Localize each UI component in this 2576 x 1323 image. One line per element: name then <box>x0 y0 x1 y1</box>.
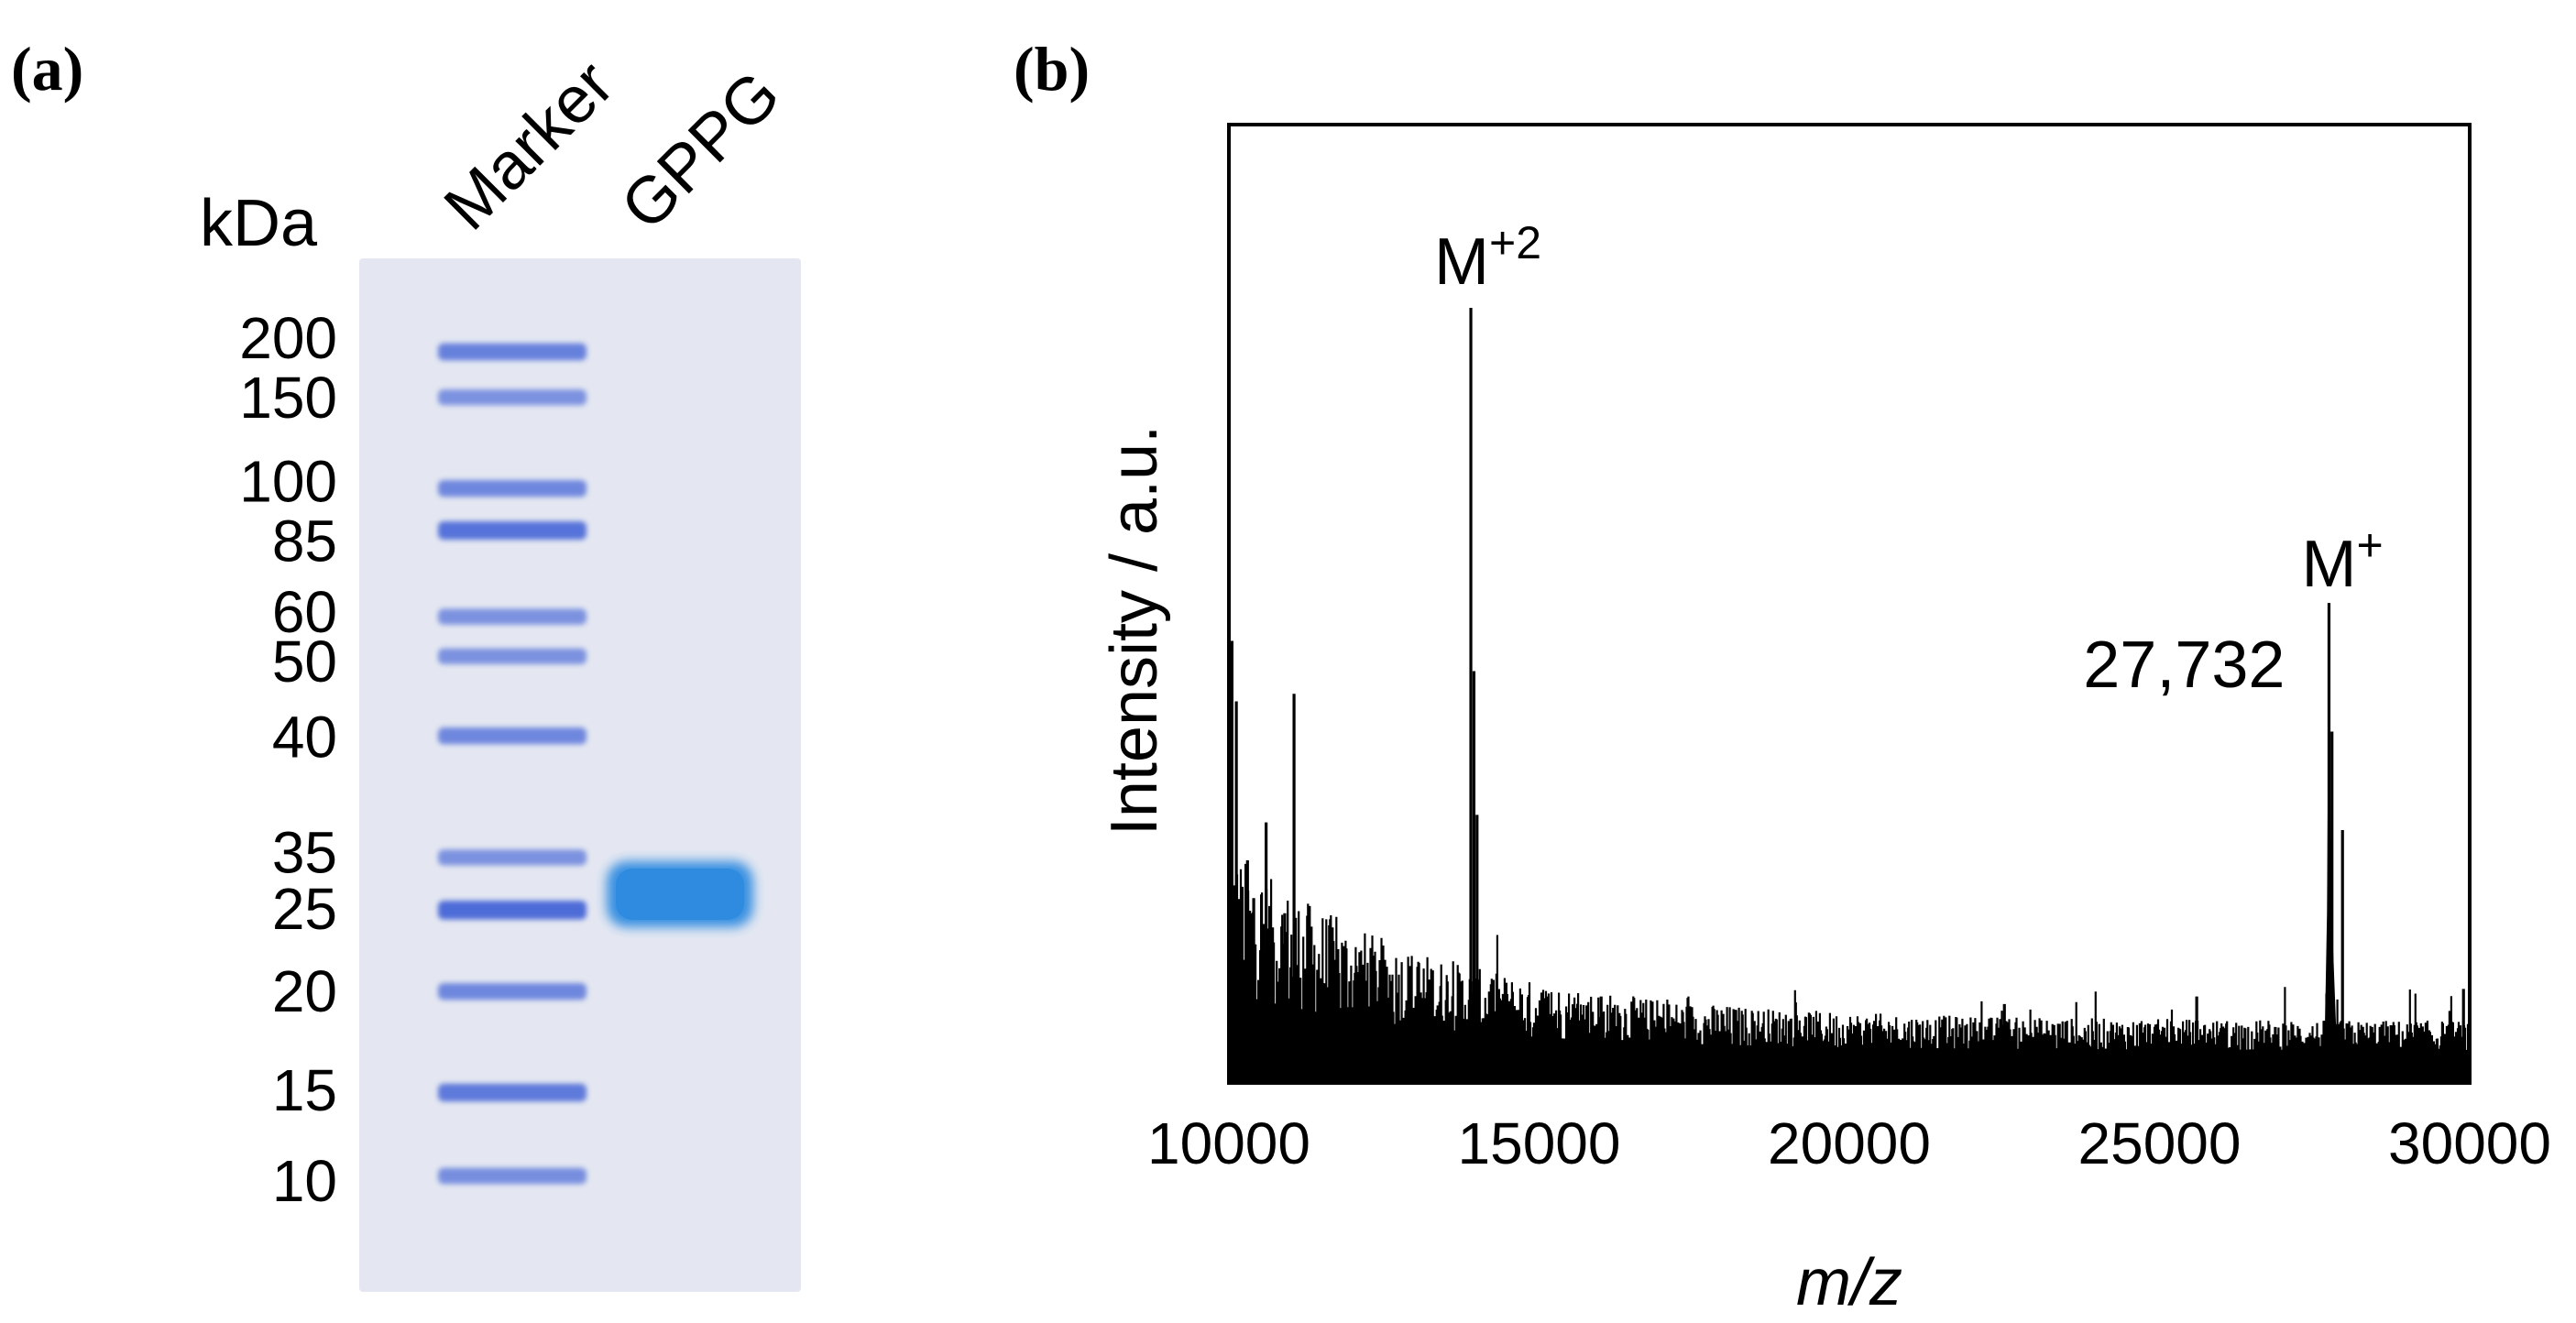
ladder-band-40 <box>438 727 586 745</box>
marker-ladder <box>438 343 586 1185</box>
kda-label-40: 40 <box>272 705 337 771</box>
panel-a-label: (a) <box>11 34 83 104</box>
kda-unit-label: kDa <box>200 187 318 260</box>
kda-label-20: 20 <box>272 958 337 1024</box>
kda-label-35: 35 <box>272 820 337 886</box>
ladder-band-85 <box>438 521 586 540</box>
y-axis-label: Intensity / a.u. <box>1098 425 1171 836</box>
ladder-band-200 <box>438 343 586 361</box>
mass-spectrum-trace <box>1227 863 2472 1083</box>
kda-label-85: 85 <box>272 508 337 574</box>
peak-cluster-mplus <box>2323 603 2339 1083</box>
x-tick-label-10000: 10000 <box>1147 1110 1310 1176</box>
kda-label-150: 150 <box>239 365 337 431</box>
x-tick-label-25000: 25000 <box>2078 1110 2242 1176</box>
ladder-band-100 <box>438 480 586 497</box>
x-tick-label-30000: 30000 <box>2388 1110 2551 1176</box>
kda-label-200: 200 <box>239 305 337 371</box>
ladder-band-15 <box>438 1083 586 1102</box>
panel-b-label: (b) <box>1014 34 1090 104</box>
kda-label-25: 25 <box>272 876 337 942</box>
peak-annotation-mplus: M+ <box>2301 519 2383 601</box>
lane-label-marker: Marker <box>431 47 628 244</box>
ladder-band-25 <box>438 901 586 920</box>
panel-b: (b) Intensity / a.u. 10000 15000 20000 2500… <box>1014 34 2551 1319</box>
ladder-band-150 <box>438 389 586 406</box>
ladder-band-60 <box>438 608 586 625</box>
lane-label-gppg: GPPG <box>608 58 795 245</box>
ladder-band-20 <box>438 983 586 1000</box>
kda-label-60: 60 <box>272 579 337 645</box>
kda-label-50: 50 <box>272 629 337 694</box>
protein-band-core <box>616 869 744 920</box>
x-tick-label-15000: 15000 <box>1458 1110 1621 1176</box>
plot-frame <box>1227 123 2472 1085</box>
x-axis-label: m/z <box>1796 1246 1902 1319</box>
panel-a: (a) kDa Marker GPPG 20015010085605040352… <box>11 34 801 1292</box>
gppg-protein-band <box>607 861 753 927</box>
ladder-band-35 <box>438 849 586 866</box>
peak-annotation-m2plus: M+2 <box>1434 217 1541 299</box>
spectrum-peaks <box>1230 308 2465 1083</box>
kda-label-100: 100 <box>239 449 337 515</box>
x-tick-label-20000: 20000 <box>1768 1110 1931 1176</box>
ladder-band-10 <box>438 1167 586 1185</box>
x-axis-ticks: 10000 15000 20000 25000 30000 <box>1147 1066 2551 1176</box>
spectrum-floor <box>1229 991 2470 1083</box>
peak-mass-value: 27,732 <box>2083 629 2285 702</box>
kda-label-10: 10 <box>272 1148 337 1214</box>
gel-image <box>359 258 801 1292</box>
ladder-band-50 <box>438 648 586 664</box>
kda-label-15: 15 <box>272 1057 337 1123</box>
